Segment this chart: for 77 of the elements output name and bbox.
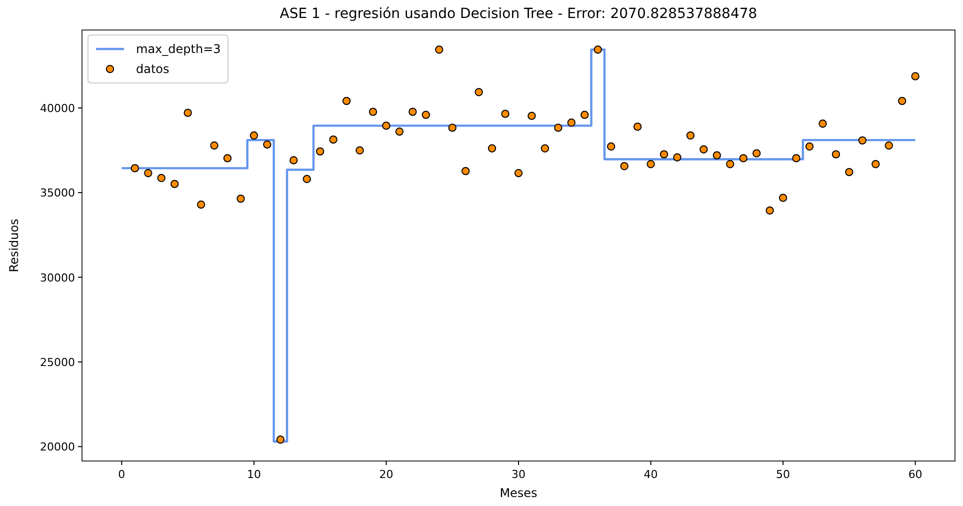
point <box>144 169 152 178</box>
point <box>210 141 218 150</box>
point <box>290 156 298 164</box>
point <box>368 108 378 116</box>
point <box>223 154 232 162</box>
point <box>196 200 206 209</box>
x-tick-label: 10 <box>246 468 261 481</box>
point <box>435 46 444 54</box>
point <box>752 149 761 158</box>
y-tick-label: 40000 <box>40 102 75 115</box>
point <box>594 46 602 54</box>
x-tick-label: 40 <box>644 468 658 481</box>
point <box>342 96 351 106</box>
point <box>872 160 880 168</box>
point <box>528 112 536 120</box>
point <box>408 108 417 116</box>
point <box>686 131 695 140</box>
x-axis-title: Meses <box>500 486 538 500</box>
point <box>461 166 470 176</box>
point <box>884 141 893 150</box>
point <box>448 124 456 132</box>
point <box>898 96 906 106</box>
x-tick-label: 20 <box>379 468 394 481</box>
point <box>606 142 616 151</box>
point <box>554 124 562 132</box>
point <box>263 140 272 149</box>
point <box>911 72 920 80</box>
point <box>302 174 311 184</box>
point <box>778 194 788 202</box>
point <box>170 180 179 188</box>
point <box>858 136 867 145</box>
point <box>474 88 483 96</box>
point <box>236 194 245 203</box>
point <box>620 162 628 170</box>
point <box>422 110 430 119</box>
point <box>514 169 523 178</box>
legend-label: max_depth=3 <box>136 42 221 56</box>
point <box>382 122 390 130</box>
y-tick-label: 25000 <box>40 356 75 369</box>
point <box>739 154 748 162</box>
x-tick-label: 50 <box>776 468 790 481</box>
point <box>633 122 642 131</box>
legend-label: datos <box>136 62 170 76</box>
point <box>540 144 550 152</box>
point <box>567 118 576 127</box>
point <box>250 131 258 140</box>
x-tick-label: 30 <box>512 468 526 481</box>
y-axis-title: Residuos <box>7 218 21 272</box>
point <box>356 146 364 155</box>
point <box>157 174 166 182</box>
y-tick-label: 30000 <box>40 271 75 284</box>
point <box>818 120 827 128</box>
point <box>832 150 840 158</box>
point <box>501 110 510 118</box>
point <box>580 110 589 119</box>
point <box>395 128 404 136</box>
point <box>276 436 285 444</box>
point <box>130 164 140 172</box>
point <box>805 142 814 151</box>
point <box>488 144 496 152</box>
x-tick-label: 60 <box>908 468 922 481</box>
point <box>660 150 668 158</box>
chart-title: ASE 1 - regresión usando Decision Tree - Error: 2070.828537888478 <box>280 6 758 22</box>
point <box>673 153 682 162</box>
point <box>726 160 734 168</box>
point <box>845 168 854 176</box>
point <box>316 147 324 156</box>
y-tick-label: 35000 <box>40 186 75 200</box>
x-tick-label: 0 <box>118 468 126 481</box>
point <box>700 145 708 154</box>
point <box>712 151 722 160</box>
point <box>329 135 338 144</box>
y-tick-label: 20000 <box>40 440 75 454</box>
point <box>184 108 192 117</box>
point <box>766 206 774 215</box>
point <box>792 154 800 162</box>
point <box>646 160 655 168</box>
